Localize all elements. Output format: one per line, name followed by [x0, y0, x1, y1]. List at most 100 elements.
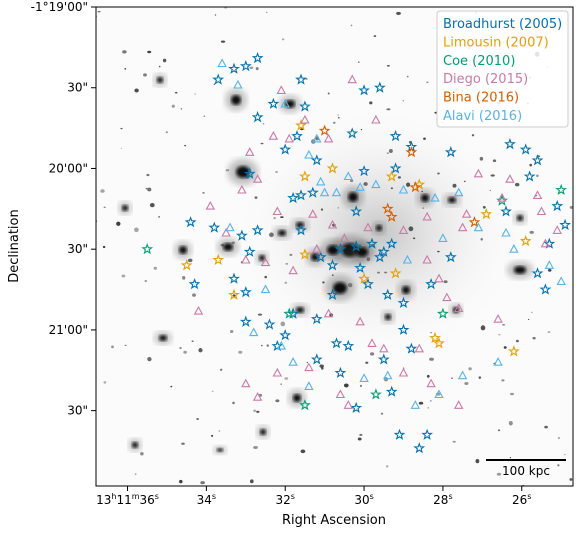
faint-galaxy [116, 221, 121, 226]
data-point [540, 238, 551, 248]
data-point [346, 127, 359, 139]
data-point [241, 254, 251, 264]
data-point [347, 74, 357, 84]
y-tick-label: -1°19'00" [31, 0, 88, 14]
data-point [367, 338, 377, 347]
data-point [544, 260, 555, 269]
faint-galaxy [329, 250, 332, 252]
data-point [473, 222, 484, 232]
faint-galaxy [383, 271, 388, 274]
data-point [334, 242, 347, 255]
data-point [237, 184, 247, 194]
data-point [243, 245, 256, 257]
data-point [193, 305, 204, 315]
galaxy [157, 77, 163, 83]
faint-galaxy [489, 189, 492, 191]
faint-galaxy [134, 88, 139, 93]
data-point [421, 428, 433, 440]
faint-galaxy [337, 114, 339, 116]
faint-galaxy [490, 174, 495, 177]
faint-galaxy [171, 104, 175, 108]
data-point [382, 370, 393, 380]
faint-galaxy [158, 216, 161, 218]
data-point [233, 79, 243, 89]
y-tick-label: 30" [67, 81, 88, 95]
faint-galaxy [249, 479, 254, 484]
data-point [288, 265, 298, 275]
faint-galaxy [363, 182, 368, 186]
legend-entry: Bina (2016) [443, 91, 519, 106]
faint-galaxy [147, 50, 152, 54]
faint-galaxy [496, 472, 502, 476]
data-point [559, 218, 572, 230]
faint-galaxy [111, 345, 114, 349]
faint-galaxy [427, 407, 430, 409]
galaxy [159, 335, 167, 341]
data-point [342, 339, 355, 352]
data-point [539, 283, 552, 295]
data-point [334, 366, 347, 378]
faint-galaxy [357, 437, 362, 441]
faint-galaxy [412, 237, 416, 240]
faint-galaxy [180, 108, 183, 110]
faint-galaxy [396, 11, 401, 15]
faint-galaxy [144, 280, 148, 282]
faint-galaxy [327, 92, 330, 95]
data-point [343, 171, 354, 181]
data-point [326, 259, 339, 271]
data-point [184, 216, 197, 228]
data-point [248, 327, 259, 337]
faint-galaxy [306, 361, 308, 364]
galaxy [311, 253, 319, 261]
faint-galaxy [281, 38, 285, 41]
faint-galaxy [501, 379, 505, 382]
data-point [251, 224, 264, 236]
faint-galaxy [196, 417, 200, 421]
data-point [241, 378, 251, 388]
faint-galaxy [547, 268, 552, 272]
faint-galaxy [232, 294, 236, 297]
faint-galaxy [134, 473, 137, 475]
faint-galaxy [280, 383, 282, 385]
faint-galaxy [320, 367, 324, 370]
data-point [299, 170, 311, 182]
faint-galaxy [266, 344, 269, 347]
faint-galaxy [426, 374, 430, 378]
galaxy [296, 222, 304, 228]
scale-bar: 100 kpc [486, 459, 566, 478]
faint-galaxy [320, 208, 324, 211]
legend: Broadhurst (2005) Limousin (2007) Coe (201… [436, 10, 569, 128]
data-point [306, 186, 319, 198]
legend-entry: Broadhurst (2005) [443, 17, 562, 32]
data-point [397, 323, 410, 335]
faint-galaxy [285, 263, 289, 265]
data-point [260, 284, 271, 294]
faint-galaxy [527, 319, 530, 320]
galaxy [179, 246, 187, 254]
data-point [355, 316, 365, 326]
data-point [555, 183, 568, 195]
faint-galaxy [529, 230, 534, 234]
data-point [251, 111, 264, 123]
faint-galaxy [479, 156, 484, 161]
faint-galaxy [238, 350, 243, 354]
faint-galaxy [249, 66, 254, 69]
faint-galaxy [264, 275, 268, 279]
data-point [509, 244, 519, 253]
data-point [291, 130, 303, 142]
galaxy [223, 243, 233, 251]
data-point [331, 187, 342, 197]
galaxy [122, 205, 128, 211]
y-axis-title: Declination [7, 209, 22, 283]
data-point [409, 181, 422, 193]
faint-galaxy [380, 412, 384, 415]
faint-galaxy [153, 85, 155, 87]
data-point [493, 357, 503, 366]
faint-galaxy [211, 434, 214, 437]
faint-galaxy [514, 182, 520, 187]
galaxy [278, 230, 286, 236]
data-point [280, 98, 290, 108]
data-point [480, 207, 493, 220]
galaxy [231, 95, 241, 105]
galaxy [356, 247, 368, 257]
